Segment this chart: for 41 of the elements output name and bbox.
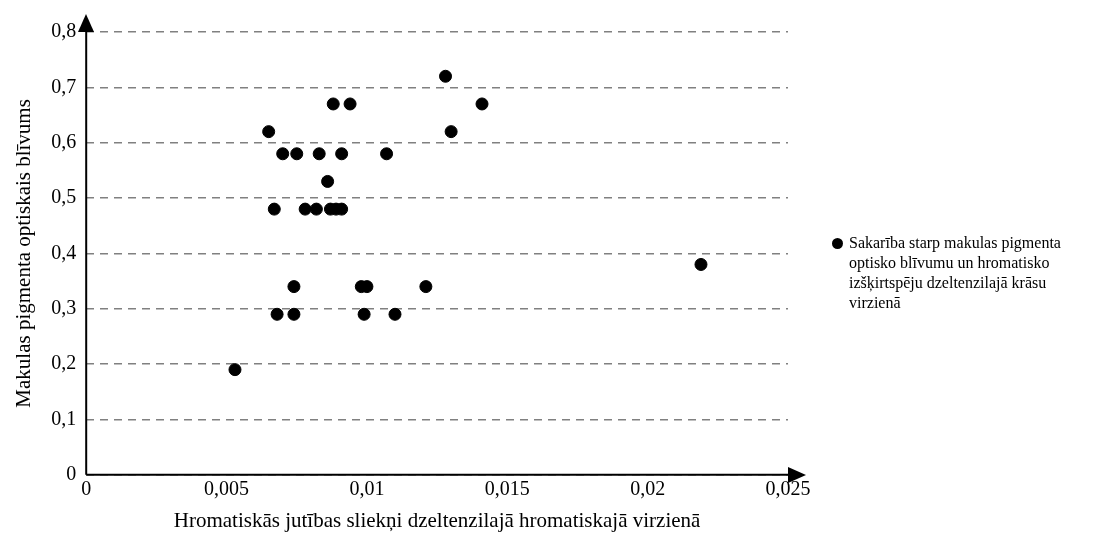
point: [270, 307, 284, 321]
point: [694, 257, 708, 271]
x-tick-label: 0,025: [765, 477, 811, 500]
point: [475, 97, 489, 111]
point: [439, 69, 453, 83]
point: [262, 125, 276, 139]
point: [276, 147, 290, 161]
y-tick-label: 0,2: [51, 351, 77, 374]
x-tick-label: 0,01: [349, 477, 385, 500]
y-tick-label: 0,6: [51, 129, 77, 152]
point: [326, 97, 340, 111]
y-tick-label: 0,5: [51, 185, 77, 208]
y-tick-label: 0: [66, 462, 77, 485]
point: [309, 202, 323, 216]
point: [321, 174, 335, 188]
x-tick-label: 0,015: [484, 477, 530, 500]
y-tick-label: 0,4: [51, 240, 77, 263]
point: [287, 280, 301, 294]
x-axis-title: Hromatiskās jutības sliekņi dzeltenzilajā hromatiskajā virzienā: [173, 507, 702, 532]
y-tick-label: 0,1: [51, 406, 77, 429]
x-tick-label: 0,005: [204, 477, 250, 500]
point: [335, 147, 349, 161]
point: [228, 363, 242, 377]
point: [388, 307, 402, 321]
point: [290, 147, 304, 161]
point: [380, 147, 394, 161]
point: [444, 125, 458, 139]
point: [343, 97, 357, 111]
point: [419, 280, 433, 294]
y-axis-title: Makulas pigmenta optiskais blīvums: [11, 99, 36, 408]
y-tick-label: 0,7: [51, 74, 77, 97]
y-tick-label: 0,3: [51, 296, 77, 318]
x-tick-label: 0: [81, 477, 92, 500]
point: [298, 202, 312, 216]
y-tick-label: 0,8: [51, 19, 77, 42]
point: [312, 147, 326, 161]
legend-label: Sakarība starp makulas pigmenta optisko blīvumu un hromatisko izšķirtspēju dzeltenzilajā krāsu virzienā: [849, 233, 1062, 313]
x-tick-label: 0,02: [630, 477, 666, 500]
point: [267, 202, 281, 216]
point: [287, 307, 301, 321]
point: [357, 307, 371, 321]
